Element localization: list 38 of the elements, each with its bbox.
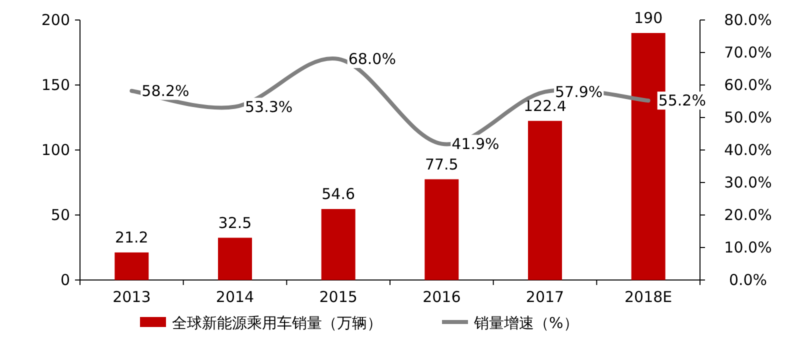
y2-tick-label: 50.0%	[724, 108, 772, 126]
data-label: 77.5	[424, 155, 458, 174]
bar	[321, 209, 356, 280]
x-tick-label: 2014	[216, 288, 254, 306]
y-tick-label: 150	[41, 76, 70, 94]
data-label: 55.2%	[658, 92, 706, 110]
data-label: 41.9%	[452, 134, 500, 153]
x-tick-label: 2015	[319, 288, 358, 306]
x-tick-label: 2018E	[624, 288, 672, 306]
x-tick-label: 2016	[422, 288, 461, 306]
y-tick-label: 100	[41, 141, 70, 159]
y2-tick-label: 40.0%	[724, 141, 772, 159]
data-label: 53.3%	[245, 98, 293, 116]
bar	[424, 179, 459, 280]
data-label: 21.2	[114, 228, 148, 246]
data-label: 190	[634, 9, 663, 27]
y2-tick-label: 30.0%	[724, 174, 772, 192]
bar	[528, 120, 562, 280]
bar	[218, 238, 252, 280]
data-label: 68.0%	[348, 50, 396, 68]
data-label: 58.2%	[142, 82, 190, 100]
y2-tick-label: 60.0%	[724, 76, 772, 94]
bar	[114, 252, 149, 280]
legend-label: 全球新能源乘用车销量（万辆）	[172, 314, 382, 332]
y-tick-label: 50	[50, 206, 70, 224]
x-tick-label: 2017	[526, 288, 564, 306]
legend-label: 销量增速（%）	[473, 314, 578, 332]
data-label: 32.5	[218, 214, 252, 232]
y-tick-label: 0	[60, 271, 70, 289]
y2-tick-label: 10.0%	[724, 238, 772, 256]
data-label: 57.9%	[555, 82, 603, 101]
x-tick-label: 2013	[112, 288, 151, 306]
y2-tick-label: 80.0%	[724, 11, 772, 29]
data-label: 54.6	[322, 185, 356, 204]
y2-tick-label: 0.0%	[728, 271, 768, 289]
y2-tick-label: 70.0%	[724, 44, 772, 62]
y2-tick-label: 20.0%	[724, 206, 772, 224]
y-tick-label: 200	[41, 11, 70, 29]
